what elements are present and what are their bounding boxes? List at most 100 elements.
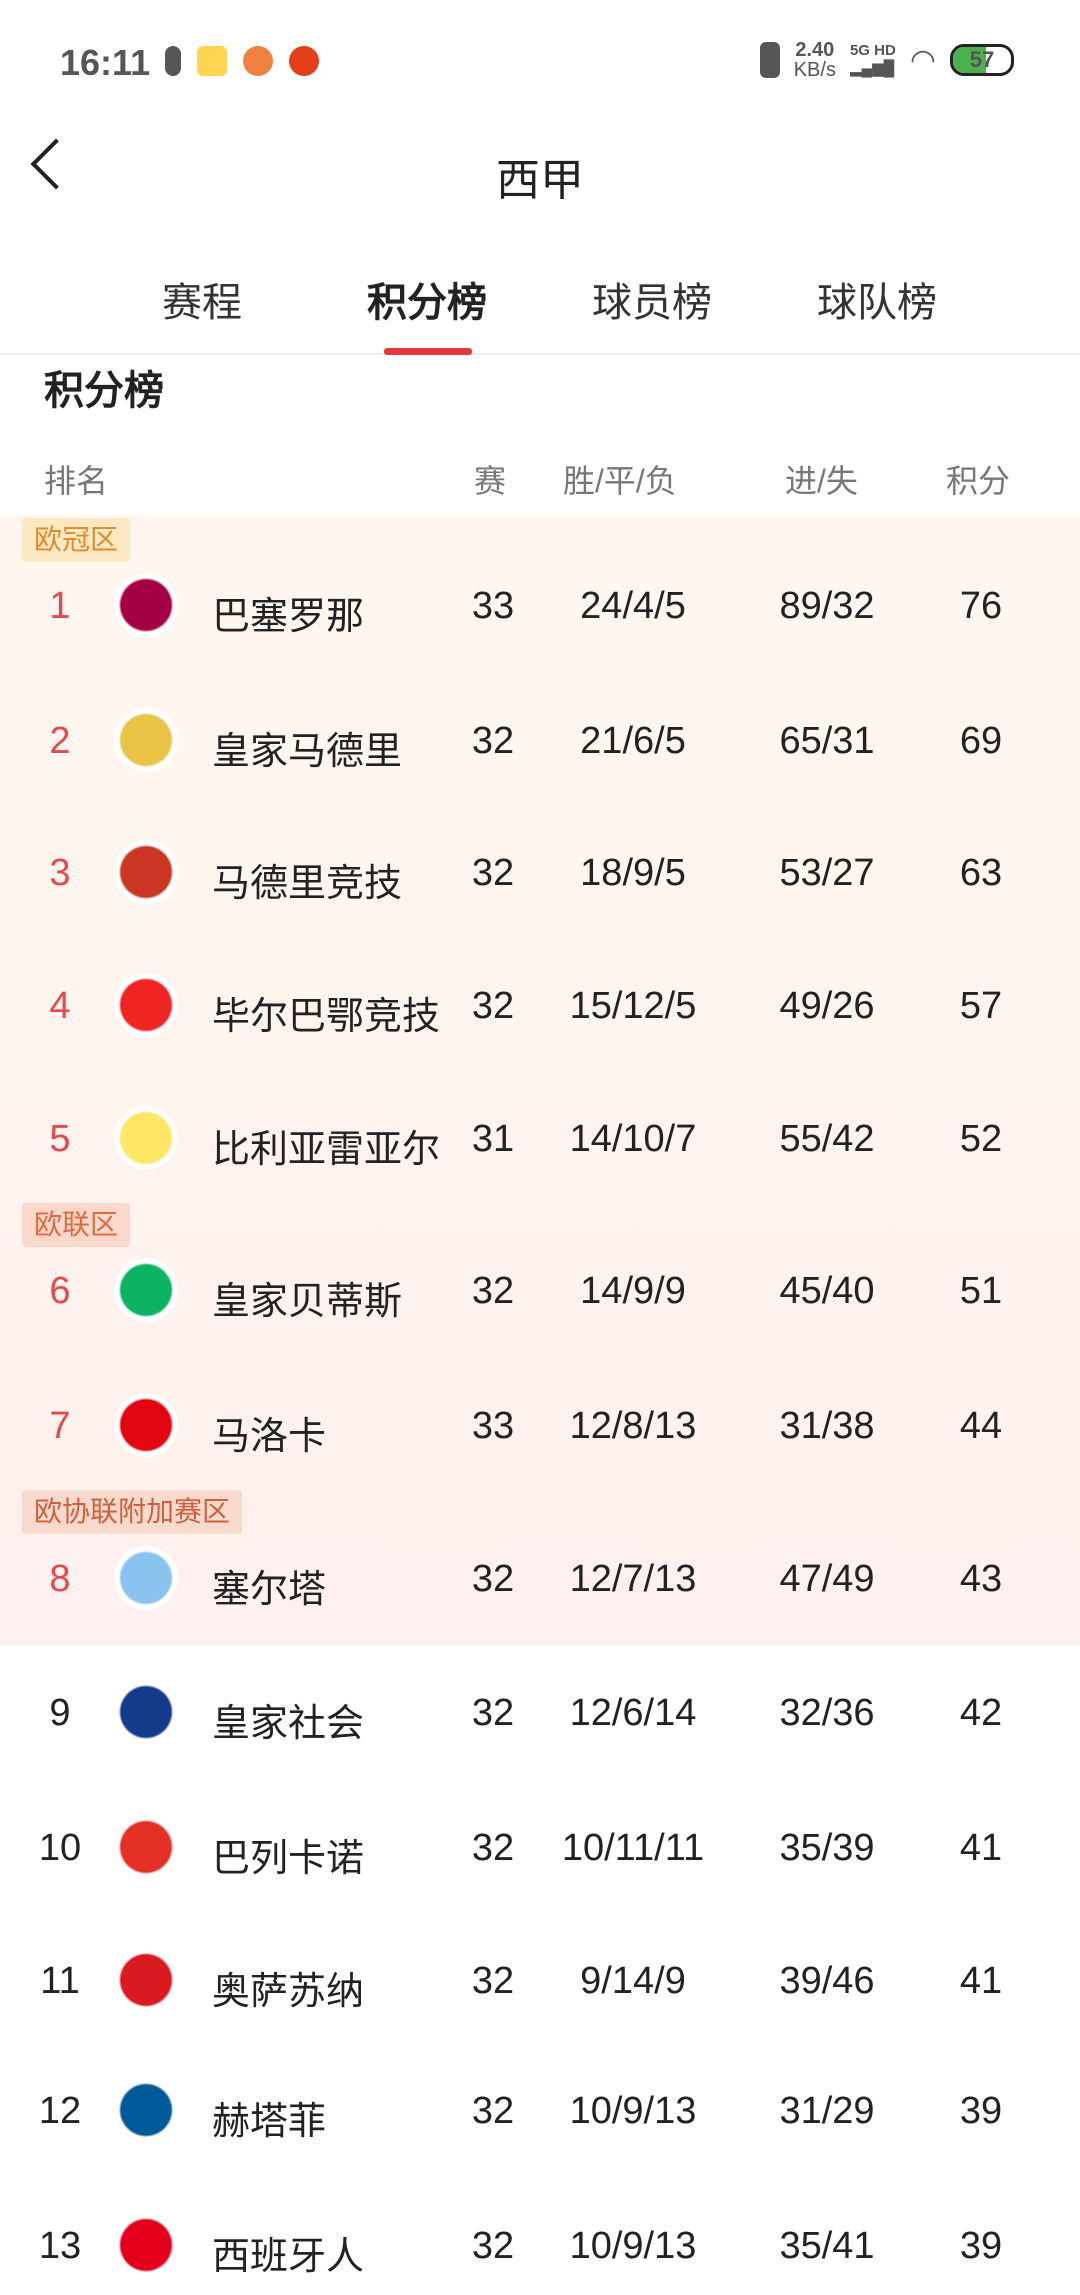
team-logo-icon: [114, 2078, 178, 2142]
team-name[interactable]: 比利亚雷亚尔: [212, 1129, 441, 1171]
goals: 31/29: [779, 2090, 875, 2132]
zone-label: 欧联区: [22, 1203, 131, 1247]
team-name[interactable]: 皇家社会: [212, 1703, 365, 1745]
played: 32: [471, 2225, 515, 2267]
goals: 35/39: [779, 1827, 875, 1869]
played: 32: [471, 985, 515, 1027]
wifi-icon: ◠: [909, 43, 936, 77]
rank: 7: [49, 1405, 71, 1447]
table-row[interactable]: 2 皇家马德里 32 21/6/5 65/31 69: [0, 690, 1080, 790]
wdl: 18/9/5: [580, 852, 686, 894]
points: 43: [959, 1558, 1003, 1600]
played: 32: [471, 1960, 515, 2002]
wdl: 12/6/14: [569, 1692, 697, 1734]
team-name[interactable]: 西班牙人: [212, 2236, 365, 2278]
clock: 16:11: [60, 42, 151, 83]
played: 32: [471, 2090, 515, 2132]
net-speed: 2.40 KB/s: [794, 40, 836, 80]
points: 76: [959, 585, 1003, 627]
rank: 13: [38, 2225, 82, 2267]
tab-players[interactable]: 球员榜: [592, 281, 712, 325]
team-name[interactable]: 奥萨苏纳: [212, 1971, 365, 2013]
team-name[interactable]: 赫塔菲: [212, 2101, 327, 2143]
goals: 55/42: [779, 1118, 875, 1160]
rank: 10: [38, 1827, 82, 1869]
col-played: 赛: [474, 463, 507, 499]
rank: 12: [38, 2090, 82, 2132]
team-name[interactable]: 马洛卡: [212, 1416, 327, 1458]
tab-standings[interactable]: 积分榜: [367, 281, 487, 325]
signal-icon: 5G HD ▂▄▆█: [849, 42, 896, 77]
col-wdl: 胜/平/负: [563, 463, 677, 499]
zone-label: 欧冠区: [22, 518, 131, 562]
goals: 31/38: [779, 1405, 875, 1447]
team-logo-icon: [114, 1546, 178, 1610]
team-name[interactable]: 皇家马德里: [212, 731, 403, 773]
table-row[interactable]: 10 巴列卡诺 32 10/11/11 35/39 41: [0, 1797, 1080, 1897]
network-type: 5G HD: [849, 42, 896, 59]
table-row[interactable]: 1 巴塞罗那 33 24/4/5 89/32 76: [0, 555, 1080, 655]
goals: 49/26: [779, 985, 875, 1027]
music-icon: [165, 46, 181, 76]
team-logo-icon: [114, 1393, 178, 1457]
played: 32: [471, 1692, 515, 1734]
tab-schedule[interactable]: 赛程: [162, 281, 242, 325]
notification-icons: [165, 46, 319, 76]
speed-unit: KB/s: [793, 59, 836, 81]
points: 57: [959, 985, 1003, 1027]
table-row[interactable]: 5 比利亚雷亚尔 31 14/10/7 55/42 52: [0, 1088, 1080, 1188]
rank: 4: [49, 985, 71, 1027]
tab-teams[interactable]: 球队榜: [817, 281, 937, 325]
wdl: 10/9/13: [569, 2225, 697, 2267]
wdl: 14/10/7: [569, 1118, 697, 1160]
table-row[interactable]: 13 西班牙人 32 10/9/13 35/41 39: [0, 2195, 1080, 2295]
points: 39: [959, 2225, 1003, 2267]
table-row[interactable]: 12 赫塔菲 32 10/9/13 31/29 39: [0, 2060, 1080, 2160]
table-row[interactable]: 11 奥萨苏纳 32 9/14/9 39/46 41: [0, 1930, 1080, 2030]
wdl: 10/9/13: [569, 2090, 697, 2132]
points: 42: [959, 1692, 1003, 1734]
table-row[interactable]: 8 塞尔塔 32 12/7/13 47/49 43: [0, 1528, 1080, 1628]
qualification-zone-background: [0, 515, 1080, 1645]
rank: 2: [49, 720, 71, 762]
goals: 35/41: [779, 2225, 875, 2267]
rank: 8: [49, 1558, 71, 1600]
table-row[interactable]: 9 皇家社会 32 12/6/14 32/36 42: [0, 1662, 1080, 1762]
table-row[interactable]: 4 毕尔巴鄂竞技 32 15/12/5 49/26 57: [0, 955, 1080, 1055]
played: 33: [471, 585, 515, 627]
team-name[interactable]: 巴塞罗那: [212, 596, 365, 638]
team-name[interactable]: 塞尔塔: [212, 1569, 327, 1611]
team-logo-icon: [114, 1815, 178, 1879]
rank: 1: [49, 585, 71, 627]
browser-icon: [243, 46, 273, 76]
goals: 39/46: [779, 1960, 875, 2002]
team-name[interactable]: 巴列卡诺: [212, 1838, 365, 1880]
played: 32: [471, 1827, 515, 1869]
table-row[interactable]: 6 皇家贝蒂斯 32 14/9/9 45/40 51: [0, 1240, 1080, 1340]
status-bar: 16:11 2.40 KB/s 5G HD ▂▄▆█ ◠ 57: [0, 0, 1080, 110]
team-logo-icon: [114, 708, 178, 772]
battery-icon: 57: [950, 44, 1014, 76]
team-logo-icon: [114, 1948, 178, 2012]
points: 63: [959, 852, 1003, 894]
rank: 5: [49, 1118, 71, 1160]
wdl: 10/11/11: [561, 1827, 705, 1869]
played: 33: [471, 1405, 515, 1447]
rank: 11: [40, 1960, 80, 2002]
zone-label: 欧协联附加赛区: [22, 1490, 243, 1534]
team-logo-icon: [114, 1106, 178, 1170]
table-row[interactable]: 7 马洛卡 33 12/8/13 31/38 44: [0, 1375, 1080, 1475]
team-logo-icon: [114, 1258, 178, 1322]
team-name[interactable]: 皇家贝蒂斯: [212, 1281, 403, 1323]
team-name[interactable]: 毕尔巴鄂竞技: [212, 996, 441, 1038]
points: 51: [959, 1270, 1003, 1312]
team-logo-icon: [114, 2213, 178, 2277]
table-row[interactable]: 3 马德里竞技 32 18/9/5 53/27 63: [0, 822, 1080, 922]
nav-bar: 西甲: [0, 110, 1080, 240]
rank: 3: [49, 852, 71, 894]
wdl: 21/6/5: [580, 720, 686, 762]
points: 41: [959, 1827, 1003, 1869]
team-name[interactable]: 马德里竞技: [212, 863, 403, 905]
played: 32: [471, 1558, 515, 1600]
goals: 45/40: [779, 1270, 875, 1312]
